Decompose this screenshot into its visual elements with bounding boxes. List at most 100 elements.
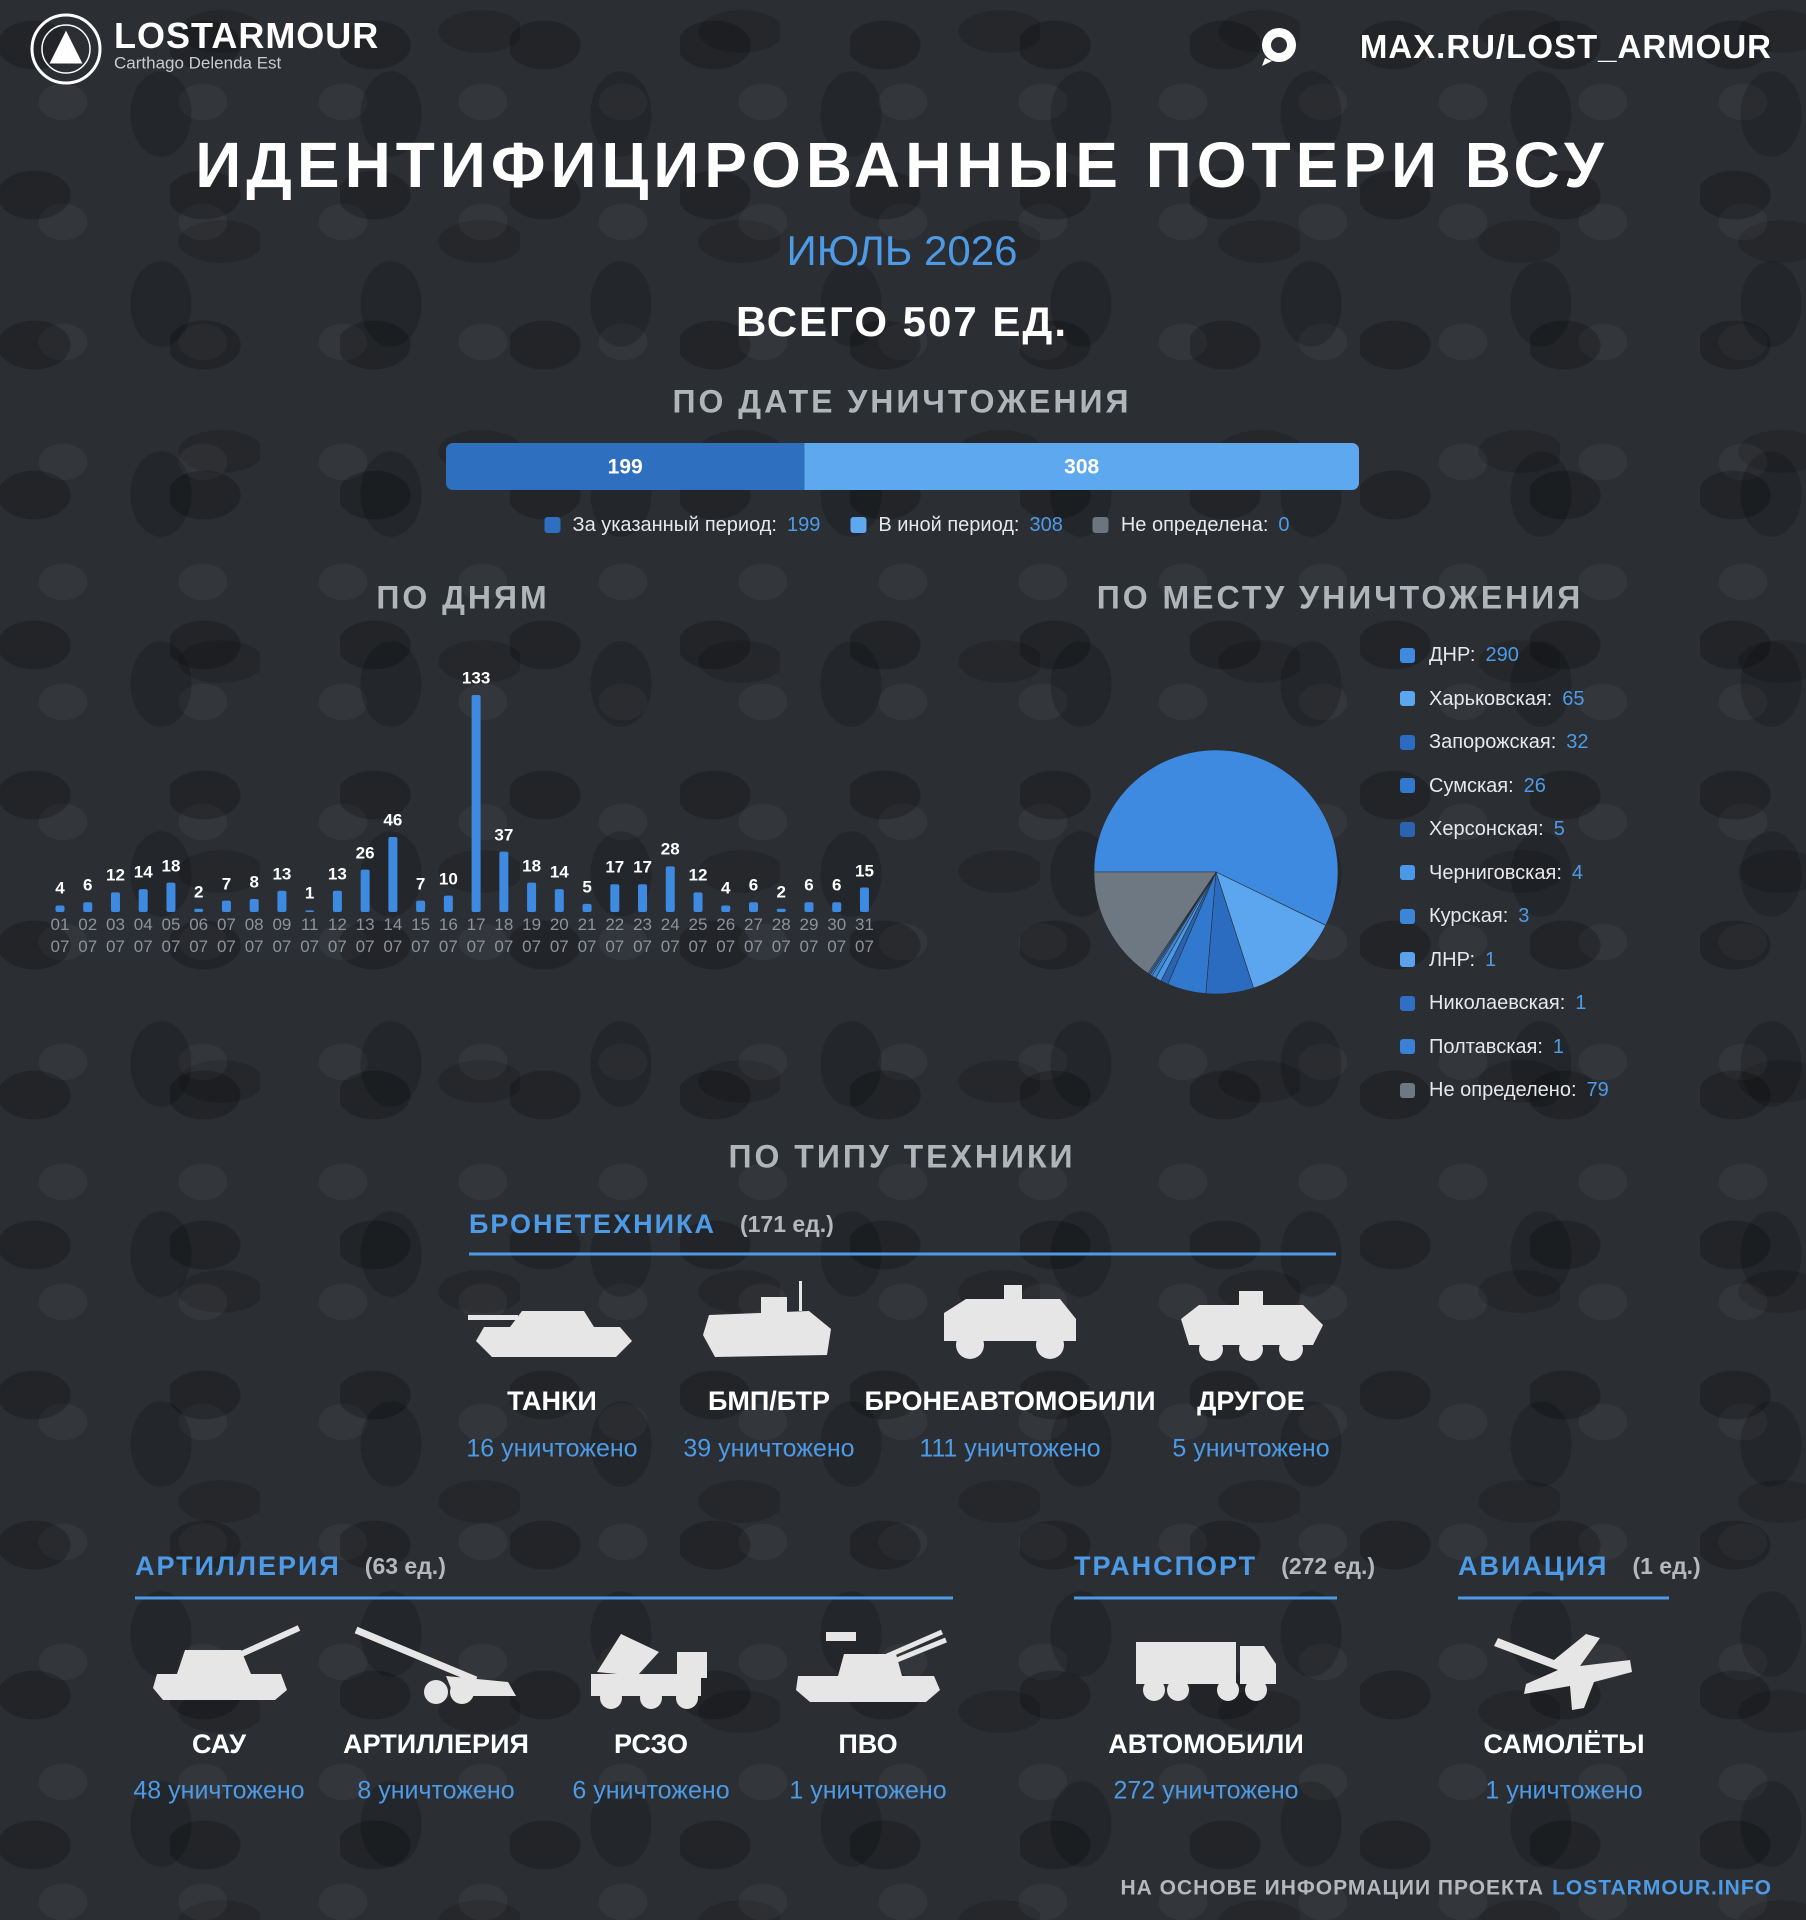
item-label: БРОНЕАВТОМОБИЛИ bbox=[864, 1386, 1156, 1417]
icon-part bbox=[177, 1650, 251, 1674]
icon-part bbox=[1239, 1291, 1263, 1305]
bar-value-label: 133 bbox=[461, 668, 491, 688]
group-name: ТРАНСПОРТ bbox=[1074, 1551, 1258, 1582]
icon-part bbox=[796, 1676, 940, 1702]
legend-value: 308 bbox=[1029, 514, 1063, 536]
item-label: САМОЛЁТЫ bbox=[1483, 1729, 1645, 1760]
icon-part bbox=[826, 1632, 856, 1641]
bar bbox=[110, 892, 120, 912]
icon-part bbox=[1199, 1337, 1223, 1361]
bar-value-label: 14 bbox=[549, 862, 569, 882]
item-label: САУ bbox=[191, 1729, 247, 1760]
x-tick-label: 12 07 bbox=[327, 915, 347, 956]
icon-part bbox=[424, 1680, 448, 1704]
pie-slice bbox=[1215, 871, 1327, 989]
bar-value-label: 28 bbox=[660, 839, 680, 859]
x-tick-label: 09 07 bbox=[272, 915, 292, 956]
equipment-icon bbox=[591, 1634, 707, 1709]
legend-swatch bbox=[1092, 517, 1109, 533]
legend-label: Не определено: bbox=[1429, 1079, 1577, 1101]
x-tick-label: 04 07 bbox=[133, 915, 153, 956]
bar-value-label: 5 bbox=[582, 877, 592, 897]
bar-value-label: 7 bbox=[221, 874, 232, 894]
x-tick-label: 15 07 bbox=[411, 915, 431, 956]
legend-label: Курская: bbox=[1429, 905, 1509, 927]
equipment-icon bbox=[354, 1626, 516, 1704]
group-heading: БРОНЕТЕХНИКА (171 ед.) bbox=[469, 1209, 834, 1240]
bar bbox=[166, 882, 176, 912]
motto: Carthago Delenda Est bbox=[114, 53, 282, 73]
icon-part bbox=[1136, 1642, 1236, 1684]
legend-label: Полтавская: bbox=[1429, 1035, 1543, 1058]
bar-segment bbox=[446, 443, 805, 490]
legend-label: ДНР: bbox=[1429, 644, 1476, 666]
legend-swatch bbox=[1400, 1082, 1415, 1098]
legend-value: 1 bbox=[1575, 992, 1587, 1014]
bar-value-label: 17 bbox=[633, 857, 652, 877]
bar-value-label: 308 bbox=[1064, 454, 1100, 478]
x-tick-label: 03 07 bbox=[106, 915, 125, 956]
bar-value-label: 4 bbox=[55, 879, 65, 899]
equipment-icon bbox=[153, 1625, 301, 1700]
bar-value-label: 15 bbox=[854, 861, 874, 881]
legend-swatch bbox=[1400, 821, 1415, 837]
bar-value-label: 7 bbox=[415, 874, 426, 894]
x-tick-label: 02 07 bbox=[78, 915, 98, 956]
x-tick-label: 28 07 bbox=[771, 915, 791, 956]
legend-item: Харьковская: 65 bbox=[1400, 688, 1584, 710]
bar-value-label: 6 bbox=[748, 875, 759, 895]
bar-value-label: 12 bbox=[106, 866, 125, 886]
legend-swatch bbox=[1400, 908, 1415, 924]
logo bbox=[30, 13, 102, 85]
item-label: АВТОМОБИЛИ bbox=[1108, 1729, 1304, 1760]
x-tick-label: 21 07 bbox=[577, 915, 597, 956]
footer: НА ОСНОВЕ ИНФОРМАЦИИ ПРОЕКТА LOSTARMOUR.I… bbox=[1120, 1876, 1772, 1899]
icon-part bbox=[1217, 1679, 1239, 1701]
icon-part bbox=[476, 1327, 632, 1357]
icon-part bbox=[1240, 1646, 1276, 1684]
bar-value-label: 2 bbox=[776, 882, 786, 902]
section-title: ПО ТИПУ ТЕХНИКИ bbox=[728, 1138, 1076, 1175]
legend-label: Николаевская: bbox=[1429, 992, 1566, 1014]
legend-swatch bbox=[1400, 995, 1415, 1011]
bar-value-label: 14 bbox=[133, 862, 153, 882]
item-value: 111 уничтожено bbox=[919, 1434, 1101, 1463]
bar bbox=[832, 902, 842, 912]
group-heading: АРТИЛЛЕРИЯ (63 ед.) bbox=[135, 1551, 446, 1582]
group-heading: АВИАЦИЯ (1 ед.) bbox=[1458, 1551, 1701, 1582]
legend: За указанный период: 199 В иной период: 308… bbox=[514, 514, 1290, 536]
x-tick-label: 31 07 bbox=[854, 915, 874, 956]
legend-swatch bbox=[1400, 778, 1415, 793]
legend-value: 4 bbox=[1571, 861, 1583, 884]
x-tick-label: 20 07 bbox=[549, 915, 569, 956]
legend-item: Курская: 3 bbox=[1400, 905, 1529, 927]
legend-item: Полтавская: 1 bbox=[1400, 1036, 1564, 1058]
x-tick-label: 14 07 bbox=[383, 915, 403, 956]
bar bbox=[610, 884, 620, 912]
header-link: MAX.RU/LOST_ARMOUR bbox=[1359, 27, 1772, 65]
legend-value: 1 bbox=[1552, 1035, 1565, 1058]
legend-label: Черниговская: bbox=[1429, 861, 1562, 884]
icon-part bbox=[761, 1297, 787, 1313]
icon-part bbox=[677, 1652, 707, 1678]
x-tick-label: 27 07 bbox=[744, 915, 763, 956]
legend-item: Николаевская: 1 bbox=[1400, 992, 1586, 1014]
icon-part bbox=[1279, 1337, 1303, 1361]
bar bbox=[305, 910, 315, 912]
bar bbox=[55, 905, 65, 912]
subtitle: ИЮЛЬ 2026 bbox=[786, 226, 1018, 274]
legend-label: ЛНР: bbox=[1429, 948, 1476, 971]
icon-part bbox=[1494, 1634, 1632, 1710]
equipment-icon bbox=[944, 1285, 1076, 1359]
x-tick-label: 29 07 bbox=[799, 915, 819, 956]
item-value: 1 уничтожено bbox=[1485, 1776, 1643, 1805]
x-tick-label: 16 07 bbox=[438, 915, 458, 956]
equipment-icon bbox=[703, 1281, 831, 1357]
bar bbox=[665, 866, 675, 912]
legend-value: 290 bbox=[1485, 644, 1519, 666]
icon-part bbox=[1239, 1337, 1263, 1361]
icon-part bbox=[1181, 1305, 1323, 1345]
bar-value-label: 18 bbox=[522, 856, 542, 876]
